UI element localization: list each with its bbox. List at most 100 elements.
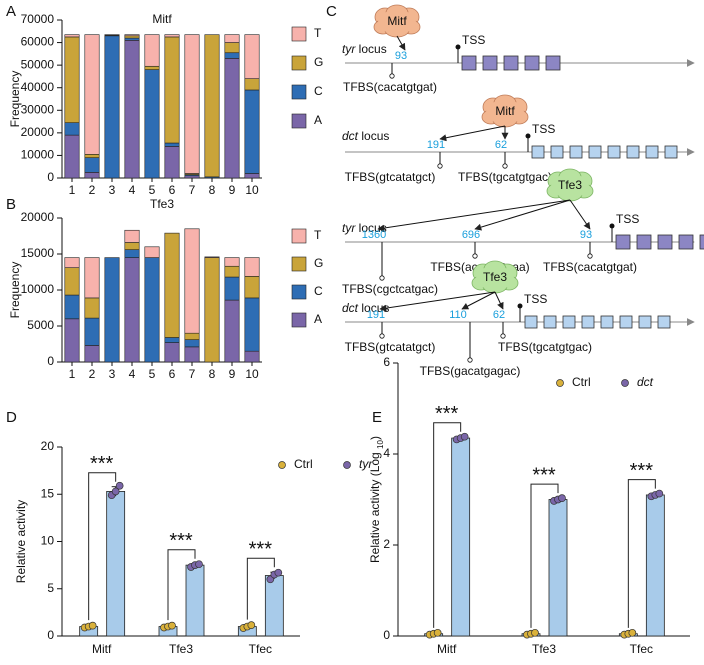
y-tick-label: 20000 xyxy=(21,125,55,139)
binding-arrow xyxy=(494,291,504,310)
y-axis-label-part: 10 xyxy=(376,439,385,448)
x-tick-label: 9 xyxy=(229,183,236,197)
factor-label: Tfe3 xyxy=(558,178,582,192)
y-axis-label: Relative activity xyxy=(14,500,28,583)
y-tick-label: 30000 xyxy=(21,102,55,116)
bar xyxy=(451,437,471,637)
bar-segment xyxy=(224,257,240,267)
tss-head xyxy=(455,44,461,50)
bar-segment xyxy=(184,34,200,174)
y-tick-label: 5 xyxy=(47,581,54,595)
legend-swatch xyxy=(291,228,307,244)
significance-label: *** xyxy=(435,403,459,425)
exon-box xyxy=(645,145,659,159)
x-tick-label: Tfec xyxy=(249,642,272,656)
legend-label: A xyxy=(314,312,322,326)
legend-label: A xyxy=(314,113,322,127)
y-tick-label: 50000 xyxy=(21,57,55,71)
bar-segment xyxy=(164,142,180,147)
legend-label: G xyxy=(314,55,323,69)
x-tick-label: Tfec xyxy=(630,642,653,656)
bar-segment xyxy=(164,146,180,179)
data-point xyxy=(168,621,176,630)
tss-label: TSS xyxy=(462,33,485,47)
exon-box xyxy=(531,145,545,159)
bar-segment xyxy=(184,228,200,334)
bar-segment xyxy=(84,297,100,319)
y-tick-label: 10 xyxy=(41,534,55,548)
legend-label: dct xyxy=(637,375,654,389)
x-tick-label: 2 xyxy=(89,183,96,197)
bar-segment xyxy=(64,257,80,268)
exon-box xyxy=(524,315,538,329)
x-tick-label: 6 xyxy=(169,183,176,197)
y-axis-label: Relative activity (Log 10) xyxy=(368,436,384,563)
chart-title: Mitf xyxy=(152,12,172,26)
exon-box xyxy=(657,315,671,329)
tss-head xyxy=(517,303,523,309)
legend-swatch xyxy=(291,312,307,328)
bar-segment xyxy=(144,69,160,179)
significance-label: *** xyxy=(90,453,114,475)
tfbs-label: TFBS(tgcatgtgac) xyxy=(458,170,552,184)
legend-label: G xyxy=(314,256,323,270)
bar-segment xyxy=(64,267,80,296)
x-tick-label: 7 xyxy=(189,367,196,381)
data-point xyxy=(274,568,283,577)
legend-label: C xyxy=(314,84,323,98)
x-tick-label: 8 xyxy=(209,367,216,381)
exon-box xyxy=(619,315,633,329)
exon-box xyxy=(699,234,704,250)
site-position: 191 xyxy=(427,139,445,151)
binding-arrow xyxy=(569,199,591,230)
factor-cloud xyxy=(546,168,594,202)
legend-swatch xyxy=(291,55,307,71)
exon-box xyxy=(638,315,652,329)
bar-segment xyxy=(204,34,220,178)
binding-arrow xyxy=(396,35,406,51)
bar-segment xyxy=(124,229,140,243)
x-tick-label: 5 xyxy=(149,367,156,381)
panel-label: C xyxy=(326,3,337,20)
tfbs-label: TFBS(tgcatgtgac) xyxy=(498,340,592,354)
bar-segment xyxy=(144,65,160,70)
tfbs-marker xyxy=(379,333,385,339)
factor-label: Mitf xyxy=(495,104,515,118)
site-position: 93 xyxy=(395,50,407,62)
bar-segment xyxy=(224,42,240,54)
bar-segment xyxy=(64,122,80,136)
legend-swatch xyxy=(291,26,307,42)
bar-segment xyxy=(184,332,200,340)
bar-segment xyxy=(244,34,260,79)
bar xyxy=(548,499,568,637)
y-tick-label: 70000 xyxy=(21,12,55,26)
locus-label: tyr locus xyxy=(342,42,387,56)
panel-label: E xyxy=(372,409,382,426)
bar-segment xyxy=(64,294,80,320)
x-tick-label: 10 xyxy=(245,367,259,381)
bar-segment xyxy=(164,34,180,38)
significance-bracket xyxy=(167,549,196,621)
data-point xyxy=(433,628,442,637)
tfbs-label: TFBS(cgctcatgac) xyxy=(342,282,438,296)
bar xyxy=(106,491,126,637)
x-tick-label: 3 xyxy=(109,367,116,381)
cloud-core xyxy=(486,100,524,124)
legend-label: T xyxy=(314,228,322,242)
significance-label: *** xyxy=(169,530,193,552)
bar-segment xyxy=(64,34,80,38)
tfbs-label: TFBS(gtcatatgct) xyxy=(345,170,436,184)
x-tick-label: Mitf xyxy=(92,642,112,656)
data-point xyxy=(111,487,120,496)
bar-segment xyxy=(184,346,200,363)
bar-segment xyxy=(84,172,100,179)
bar-segment xyxy=(244,173,260,179)
significance-bracket xyxy=(627,479,656,628)
x-tick-label: 10 xyxy=(245,183,259,197)
legend-marker xyxy=(278,461,286,469)
bar-segment xyxy=(184,175,200,179)
bar-segment xyxy=(244,89,260,174)
site-position: 62 xyxy=(495,139,507,151)
y-axis-label-part: Relative activity xyxy=(14,500,28,583)
exon-box xyxy=(636,234,652,250)
